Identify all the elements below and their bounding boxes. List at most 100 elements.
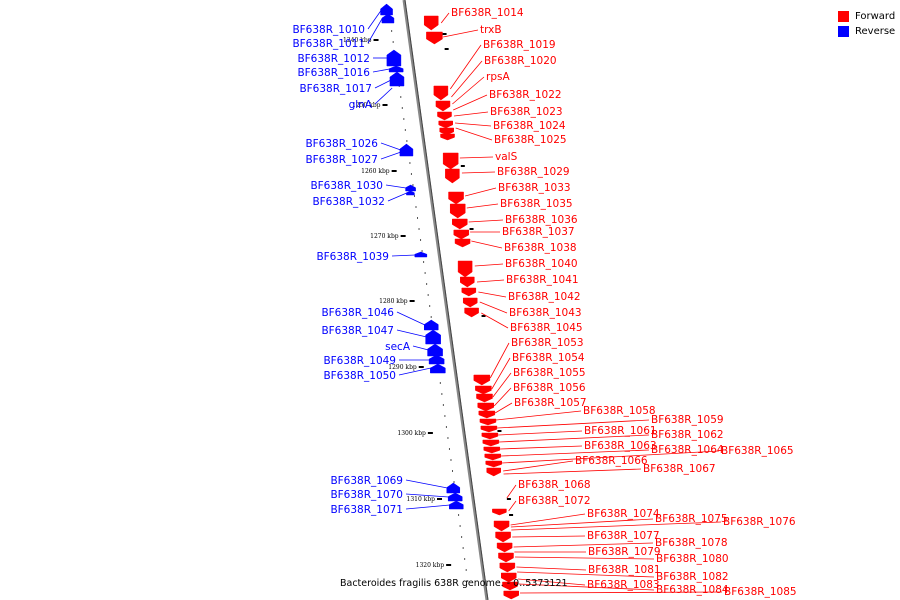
forward-gene [482,439,500,447]
forward-gene [493,520,510,532]
forward-leader-line [497,419,650,429]
forward-gene-label: BF638R_1040 [505,258,578,270]
forward-gene-label: BF638R_1058 [583,405,656,417]
forward-gene-label: BF638R_1037 [502,226,575,238]
minor-tick [409,162,411,164]
forward-leader-line [479,301,508,314]
reverse-gene-label: BF638R_1039 [316,251,389,263]
reverse-gene-label: glnA [349,99,373,111]
minor-tick [447,437,449,439]
reverse-gene-label: BF638R_1070 [330,489,403,501]
minor-tick [467,580,469,582]
tick-label: 1240 kbp [343,37,372,44]
minor-tick [424,272,426,274]
reverse-gene [449,500,464,510]
forward-gene [460,276,475,288]
forward-leader-line [496,410,582,421]
forward-gene [433,85,449,101]
forward-gene [454,238,471,248]
forward-gene [457,260,473,278]
forward-gene [492,508,507,516]
reverse-gene [389,71,405,87]
forward-gene-label: BF638R_1041 [506,274,579,286]
minor-tick [461,536,463,538]
forward-gene-label: BF638R_1038 [504,242,577,254]
forward-leader-line [466,203,499,209]
minor-tick [442,404,444,406]
forward-leader-line [454,122,492,127]
reverse-gene [425,329,441,345]
forward-leader-line [510,518,654,528]
forward-gene [461,287,477,297]
reverse-leader-line [405,493,449,498]
minor-tick [392,41,394,43]
tick-label: 1300 kbp [397,430,426,437]
feature-marker [444,48,449,50]
forward-gene-label: BF638R_1024 [493,120,566,132]
forward-gene-label: BF638R_1063 [584,440,657,452]
reverse-leader-line [405,479,448,489]
reverse-gene [428,354,445,365]
forward-gene-label: BF638R_1023 [490,106,563,118]
reverse-leader-line [367,17,383,44]
minor-tick [418,228,420,230]
minor-tick [439,382,441,384]
forward-leader-line [493,387,512,407]
minor-tick [464,558,466,560]
minor-tick [429,305,431,307]
forward-gene [485,460,503,468]
minor-tick [458,514,460,516]
forward-gene-label: BF638R_1029 [497,166,570,178]
minor-tick [450,459,452,461]
forward-leader-line [474,263,504,267]
forward-gene-label: BF638R_1062 [651,429,724,441]
forward-gene-label: BF638R_1065 [721,445,794,457]
tick-label: 1260 kbp [361,168,390,175]
forward-gene-label: BF638R_1045 [510,322,583,334]
reverse-gene-label: BF638R_1027 [305,154,378,166]
forward-leader-line [517,571,655,578]
minor-tick [427,294,429,296]
reverse-leader-line [391,254,416,257]
forward-gene-label: BF638R_1072 [518,495,591,507]
forward-gene-label: BF638R_1068 [518,479,591,491]
minor-tick [404,129,406,131]
forward-gene [483,446,501,454]
forward-leader-line [452,76,485,105]
forward-gene [439,127,454,136]
forward-leader-line [498,430,583,436]
tick-label: 1290 kbp [388,364,417,371]
minor-tick [401,107,403,109]
minor-tick [441,393,443,395]
forward-gene [481,432,499,440]
minor-tick [445,426,447,428]
minor-tick [417,217,419,219]
forward-swatch [838,11,849,22]
forward-gene [473,374,491,386]
reverse-gene-label: BF638R_1032 [312,196,385,208]
forward-leader-line [451,60,483,98]
minor-tick [453,481,455,483]
forward-leader-line [449,44,482,90]
forward-leader-line [461,171,496,174]
reverse-gene-label: BF638R_1071 [330,504,403,516]
forward-leader-line [491,357,511,390]
forward-leader-line [492,372,512,398]
forward-gene [486,467,501,477]
forward-gene-label: BF638R_1056 [513,382,586,394]
forward-leader-line [443,29,479,38]
forward-gene [477,402,494,412]
forward-gene-label: BF638R_1066 [575,455,648,467]
forward-leader-line [453,111,489,117]
forward-gene-label: BF638R_1067 [643,463,716,475]
forward-leader-line [511,521,722,531]
forward-gene [475,385,492,395]
forward-leader-line [455,127,493,141]
reverse-leader-line [412,345,429,351]
minor-tick [400,96,402,98]
forward-gene-label: BF638R_1025 [494,134,567,146]
forward-leader-line [501,449,650,457]
forward-gene [462,297,478,308]
forward-gene-label: BF638R_1080 [656,553,729,565]
legend-reverse: Reverse [838,24,895,39]
